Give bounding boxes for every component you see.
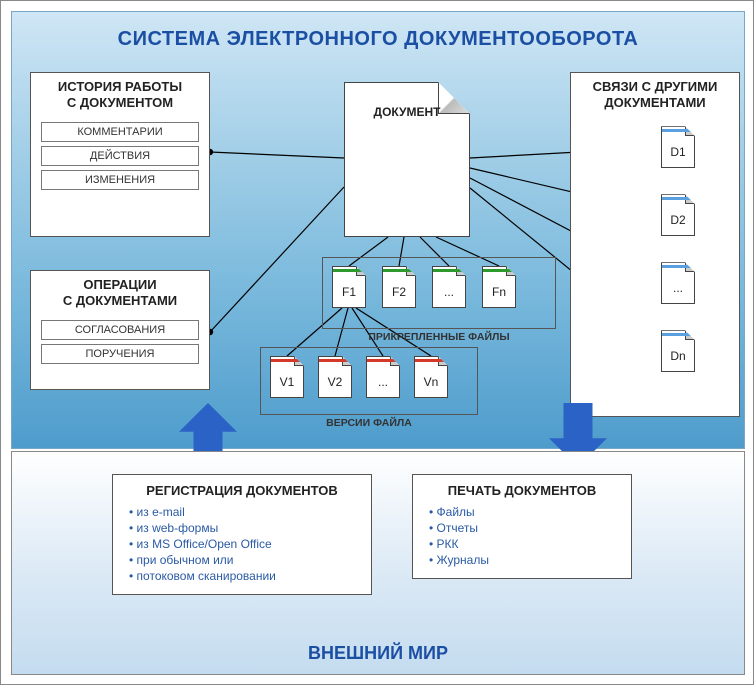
diagram-canvas: СИСТЕМА ЭЛЕКТРОННОГО ДОКУМЕНТООБОРОТА ИС…	[0, 0, 754, 685]
print-item-2: РКК	[429, 536, 619, 552]
system-region: СИСТЕМА ЭЛЕКТРОННОГО ДОКУМЕНТООБОРОТА ИС…	[11, 11, 745, 449]
file-v-2: ...	[366, 356, 400, 398]
external-region: РЕГИСТРАЦИЯ ДОКУМЕНТОВ из e-mailиз web-ф…	[11, 451, 745, 675]
print-item-3: Журналы	[429, 552, 619, 568]
print-item-1: Отчеты	[429, 520, 619, 536]
register-item-4: потоковом сканировании	[129, 568, 359, 584]
file-v-1: V2	[318, 356, 352, 398]
register-item-2: из MS Office/Open Office	[129, 536, 359, 552]
register-item-3: при обычном или	[129, 552, 359, 568]
print-title: ПЕЧАТЬ ДОКУМЕНТОВ	[425, 483, 619, 498]
register-item-0: из e-mail	[129, 504, 359, 520]
register-title: РЕГИСТРАЦИЯ ДОКУМЕНТОВ	[125, 483, 359, 498]
register-card: РЕГИСТРАЦИЯ ДОКУМЕНТОВ из e-mailиз web-ф…	[112, 474, 372, 595]
bottom-title: ВНЕШНИЙ МИР	[12, 643, 744, 664]
file-v-3: Vn	[414, 356, 448, 398]
register-item-1: из web-формы	[129, 520, 359, 536]
file-v-0: V1	[270, 356, 304, 398]
print-item-0: Файлы	[429, 504, 619, 520]
print-card: ПЕЧАТЬ ДОКУМЕНТОВ ФайлыОтчетыРККЖурналы	[412, 474, 632, 579]
